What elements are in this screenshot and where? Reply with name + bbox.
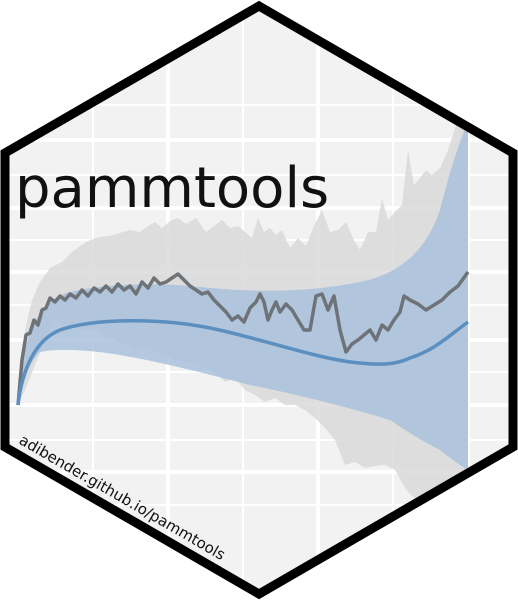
fitted-confidence-band [18, 122, 468, 470]
empirical-hazard-line [16, 270, 470, 406]
sticker-title: pammtools [15, 156, 329, 221]
fitted-hazard-line [16, 318, 470, 406]
